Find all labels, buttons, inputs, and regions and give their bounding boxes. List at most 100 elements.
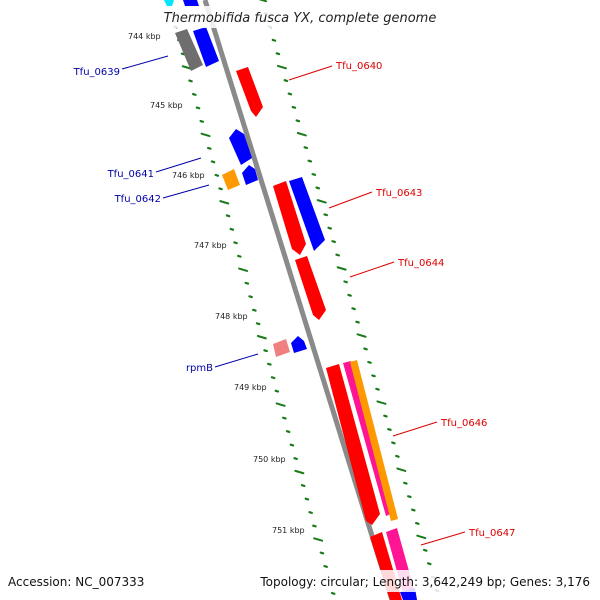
tick-mark <box>248 295 253 299</box>
label-tfu-0647[interactable]: Tfu_0647 <box>468 528 515 539</box>
tick-mark <box>387 428 392 431</box>
gene-feature-tfu-0639-blue[interactable] <box>193 27 219 67</box>
tick-mark <box>283 79 289 82</box>
gene-feature-rpmb-pink[interactable] <box>273 339 290 357</box>
kbp-label: 751 kbp <box>272 526 305 535</box>
tick-mark <box>252 308 257 312</box>
label-tfu-0639[interactable]: Tfu_0639 <box>73 67 120 78</box>
tick-mark <box>327 226 332 230</box>
gene-feature-tfu-0644[interactable] <box>295 256 326 320</box>
accession-text: Accession: NC_007333 <box>8 575 144 589</box>
tick-mark <box>371 374 376 378</box>
leader-tfu-0642 <box>162 184 210 199</box>
tick-mark <box>293 457 298 461</box>
tick-mark <box>191 92 197 96</box>
tick-mark <box>188 79 193 83</box>
gene-feature-tfu-0642-blue[interactable] <box>242 165 258 185</box>
tick-mark <box>256 334 267 340</box>
gene-feature-rpmb-blue[interactable] <box>291 336 307 353</box>
tick-mark <box>355 320 360 324</box>
tick-mark <box>356 333 367 338</box>
leader-tfu-0640 <box>288 65 333 81</box>
kbp-labels: 744 kbp 745 kbp 746 kbp 747 kbp 748 kbp … <box>128 32 305 535</box>
kbp-label: 749 kbp <box>234 383 267 392</box>
tick-mark <box>195 106 201 110</box>
gene-feature-tfu-0643-blue[interactable] <box>289 177 325 251</box>
gene-feature-blue-top[interactable] <box>183 0 199 6</box>
leader-tfu-0644 <box>349 261 395 278</box>
tick-mark <box>300 484 306 488</box>
tick-mark <box>304 497 310 501</box>
tick-mark <box>319 551 325 555</box>
tick-mark <box>330 591 336 595</box>
gene-feature-tfu-0641[interactable] <box>229 129 252 165</box>
tick-mark <box>274 389 280 393</box>
kbp-label: 744 kbp <box>128 32 161 41</box>
tick-mark <box>323 565 328 568</box>
tick-mark <box>282 416 287 420</box>
leader-tfu-0641 <box>155 157 202 173</box>
label-tfu-0641[interactable]: Tfu_0641 <box>107 169 154 180</box>
label-tfu-0643[interactable]: Tfu_0643 <box>375 188 422 199</box>
tick-mark <box>289 443 295 447</box>
tick-mark <box>395 454 400 458</box>
kbp-label: 747 kbp <box>194 241 227 250</box>
tick-mark <box>287 92 293 96</box>
tick-mark <box>276 64 287 70</box>
tick-mark <box>199 119 205 123</box>
label-tfu-0644[interactable]: Tfu_0644 <box>397 258 444 269</box>
tick-mark <box>181 65 192 70</box>
genome-summary-text: Topology: circular; Length: 3,642,249 bp… <box>259 575 590 589</box>
label-rpmb[interactable]: rpmB <box>186 363 213 374</box>
tick-mark <box>214 173 220 177</box>
tick-mark <box>383 414 388 418</box>
tick-mark <box>426 562 432 566</box>
tick-mark <box>308 511 313 514</box>
tick-mark <box>270 376 276 380</box>
leader-lines <box>121 55 466 546</box>
tick-mark <box>416 534 427 540</box>
tick-mark <box>323 213 329 217</box>
gene-feature-tfu-0646-orange[interactable] <box>350 360 398 521</box>
tick-mark <box>391 441 396 445</box>
tick-mark <box>331 240 336 244</box>
tick-mark <box>218 187 223 191</box>
kbp-label: 748 kbp <box>215 312 248 321</box>
gene-feature-tfu-0646-red[interactable] <box>326 364 380 525</box>
tick-mark <box>375 387 380 391</box>
tick-mark <box>263 349 268 353</box>
leader-tfu-0639 <box>121 55 169 70</box>
tick-mark <box>237 254 242 258</box>
gene-feature-tfu-0643-red[interactable] <box>273 181 306 255</box>
tick-mark <box>219 200 230 205</box>
gene-features <box>164 0 417 600</box>
tick-mark <box>303 146 309 150</box>
tick-mark <box>335 253 340 257</box>
tick-mark <box>376 400 387 405</box>
label-tfu-0646[interactable]: Tfu_0646 <box>440 418 487 429</box>
gene-feature-tfu-0642[interactable] <box>222 169 240 190</box>
tick-mark <box>347 293 352 297</box>
tick-mark <box>271 38 277 42</box>
footer-background <box>0 570 600 592</box>
tick-mark <box>336 266 347 271</box>
tick-mark <box>180 52 186 56</box>
gene-feature-cyan-top[interactable] <box>164 0 174 6</box>
tick-mark <box>296 132 307 137</box>
tick-mark <box>407 495 412 499</box>
tick-mark <box>267 362 272 366</box>
tick-mark <box>343 280 348 284</box>
kbp-label: 746 kbp <box>172 171 205 180</box>
tick-mark <box>238 267 249 272</box>
label-tfu-0640[interactable]: Tfu_0640 <box>335 61 382 72</box>
tick-mark <box>411 508 416 512</box>
tick-mark <box>295 119 301 123</box>
leader-tfu-0646 <box>392 421 438 437</box>
tick-mark <box>233 241 238 245</box>
gene-feature-tfu-0640[interactable] <box>236 67 263 117</box>
label-tfu-0642[interactable]: Tfu_0642 <box>114 194 161 205</box>
tick-mark <box>307 159 313 163</box>
tick-mark <box>229 227 235 231</box>
gene-feature-tfu-0639-gray[interactable] <box>175 29 203 71</box>
